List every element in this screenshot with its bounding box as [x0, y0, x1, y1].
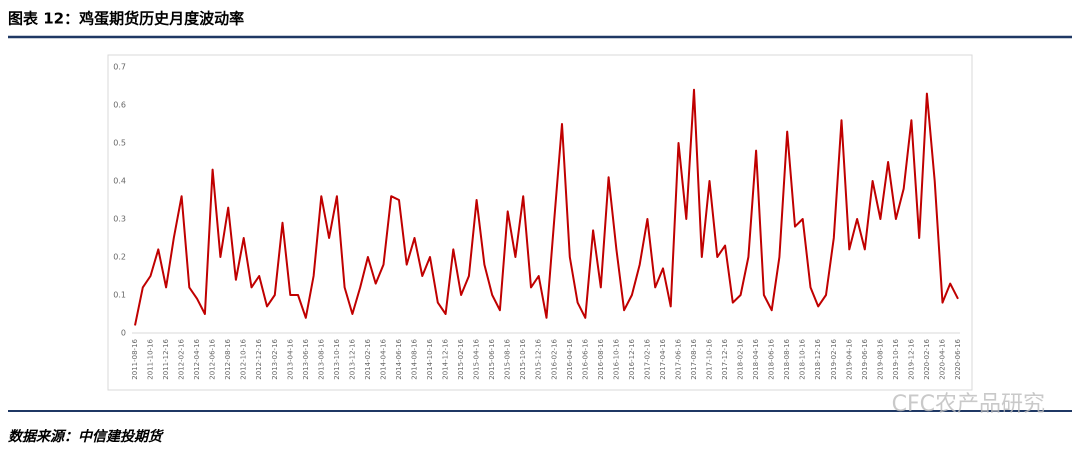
y-tick-label: 0.6	[113, 101, 126, 110]
x-tick-label: 2016-12-16	[628, 338, 636, 379]
x-tick-label: 2019-12-16	[907, 338, 915, 379]
x-tick-label: 2015-10-16	[519, 338, 527, 379]
x-tick-label: 2016-08-16	[597, 338, 605, 379]
x-tick-label: 2014-10-16	[426, 338, 434, 379]
y-tick-label: 0.1	[113, 291, 126, 300]
figure-title: 图表 12：鸡蛋期货历史月度波动率	[8, 10, 244, 28]
x-tick-label: 2019-08-16	[876, 338, 884, 379]
line-series	[134, 88, 959, 326]
x-tick-label: 2017-08-16	[690, 338, 698, 379]
x-tick-label: 2019-04-16	[845, 338, 853, 379]
x-tick-label: 2020-04-16	[938, 338, 946, 379]
x-tick-label: 2017-10-16	[706, 338, 714, 379]
x-tick-label: 2013-04-16	[286, 338, 294, 379]
x-tick-label: 2015-02-16	[457, 338, 465, 379]
x-tick-label: 2020-06-16	[954, 338, 962, 379]
x-tick-label: 2020-02-16	[923, 338, 931, 379]
x-tick-label: 2017-04-16	[659, 338, 667, 379]
x-tick-label: 2016-06-16	[581, 338, 589, 379]
x-tick-label: 2018-04-16	[752, 338, 760, 379]
x-tick-label: 2013-12-16	[348, 338, 356, 379]
x-tick-label: 2013-02-16	[271, 338, 279, 379]
chart-frame	[107, 54, 973, 391]
x-tick-label: 2011-10-16	[147, 338, 155, 379]
x-tick-label: 2019-02-16	[830, 338, 838, 379]
x-tick-label: 2015-06-16	[488, 338, 496, 379]
x-tick-label: 2018-12-16	[814, 338, 822, 379]
plot: 0 0.1 0.2 0.3 0.4 0.5 0.6 0.7 2011-08-16 2011-10-…	[113, 63, 962, 380]
x-tick-label: 2016-04-16	[566, 338, 574, 379]
x-tick-label: 2013-10-16	[333, 338, 341, 379]
x-tick-label: 2012-12-16	[255, 338, 263, 379]
x-tick-label: 2014-02-16	[364, 338, 372, 379]
x-tick-label: 2012-08-16	[224, 338, 232, 379]
y-tick-label: 0.4	[113, 177, 126, 186]
x-tick-label: 2014-08-16	[411, 338, 419, 379]
x-tick-label: 2019-06-16	[861, 338, 869, 379]
y-tick-label: 0.3	[113, 215, 126, 224]
y-tick-label: 0.2	[113, 253, 126, 262]
y-tick-label: 0.5	[113, 139, 126, 148]
x-tick-label: 2011-12-16	[162, 338, 170, 379]
x-tick-label: 2019-10-16	[892, 338, 900, 379]
x-tick-label: 2012-06-16	[209, 338, 217, 379]
y-tick-label: 0.7	[113, 63, 126, 72]
x-tick-label: 2015-12-16	[535, 338, 543, 379]
x-tick-label: 2018-02-16	[737, 338, 745, 379]
x-tick-label: 2015-04-16	[473, 338, 481, 379]
x-tick-label: 2013-08-16	[317, 338, 325, 379]
x-tick-label: 2017-02-16	[643, 338, 651, 379]
x-tick-label: 2017-06-16	[674, 338, 682, 379]
x-tick-label: 2018-10-16	[799, 338, 807, 379]
x-tick-label: 2018-06-16	[768, 338, 776, 379]
x-tick-label: 2014-04-16	[379, 338, 387, 379]
x-tick-label: 2016-02-16	[550, 338, 558, 379]
x-tick-label: 2018-08-16	[783, 338, 791, 379]
y-tick-label: 0	[121, 329, 126, 338]
x-tick-label: 2014-06-16	[395, 338, 403, 379]
x-tick-label: 2012-02-16	[178, 338, 186, 379]
watermark: CFC农产品研究	[892, 392, 1045, 417]
x-tick-label: 2013-06-16	[302, 338, 310, 379]
x-tick-label: 2016-10-16	[612, 338, 620, 379]
x-tick-label: 2011-08-16	[131, 338, 139, 379]
x-tick-label: 2014-12-16	[442, 338, 450, 379]
x-tick-label: 2017-12-16	[721, 338, 729, 379]
x-tick-label: 2012-04-16	[193, 338, 201, 379]
x-tick-label: 2015-08-16	[504, 338, 512, 379]
x-tick-label: 2012-10-16	[240, 338, 248, 379]
source-note: 数据来源：中信建投期货	[8, 428, 164, 445]
